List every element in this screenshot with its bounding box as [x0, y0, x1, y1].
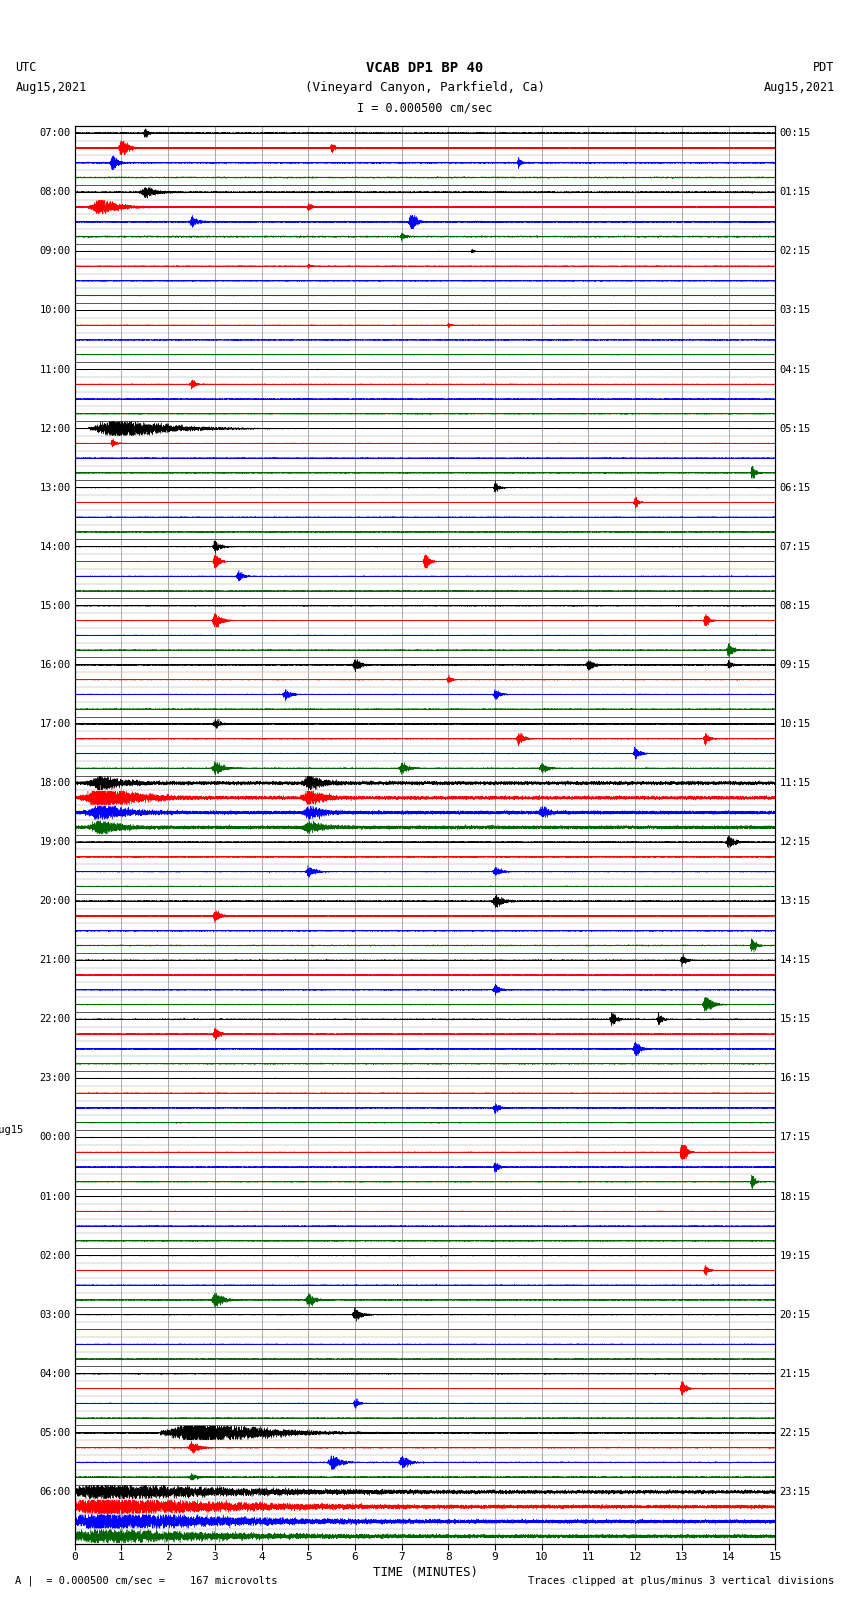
Text: Aug15,2021: Aug15,2021 [763, 81, 835, 94]
Text: VCAB DP1 BP 40: VCAB DP1 BP 40 [366, 61, 484, 74]
Text: I = 0.000500 cm/sec: I = 0.000500 cm/sec [357, 102, 493, 115]
Text: UTC: UTC [15, 61, 37, 74]
Text: PDT: PDT [813, 61, 835, 74]
Text: Traces clipped at plus/minus 3 vertical divisions: Traces clipped at plus/minus 3 vertical … [529, 1576, 835, 1586]
Text: A |  = 0.000500 cm/sec =    167 microvolts: A | = 0.000500 cm/sec = 167 microvolts [15, 1576, 278, 1586]
X-axis label: TIME (MINUTES): TIME (MINUTES) [372, 1566, 478, 1579]
Text: Aug15: Aug15 [0, 1126, 25, 1136]
Text: Aug15,2021: Aug15,2021 [15, 81, 87, 94]
Text: (Vineyard Canyon, Parkfield, Ca): (Vineyard Canyon, Parkfield, Ca) [305, 81, 545, 94]
